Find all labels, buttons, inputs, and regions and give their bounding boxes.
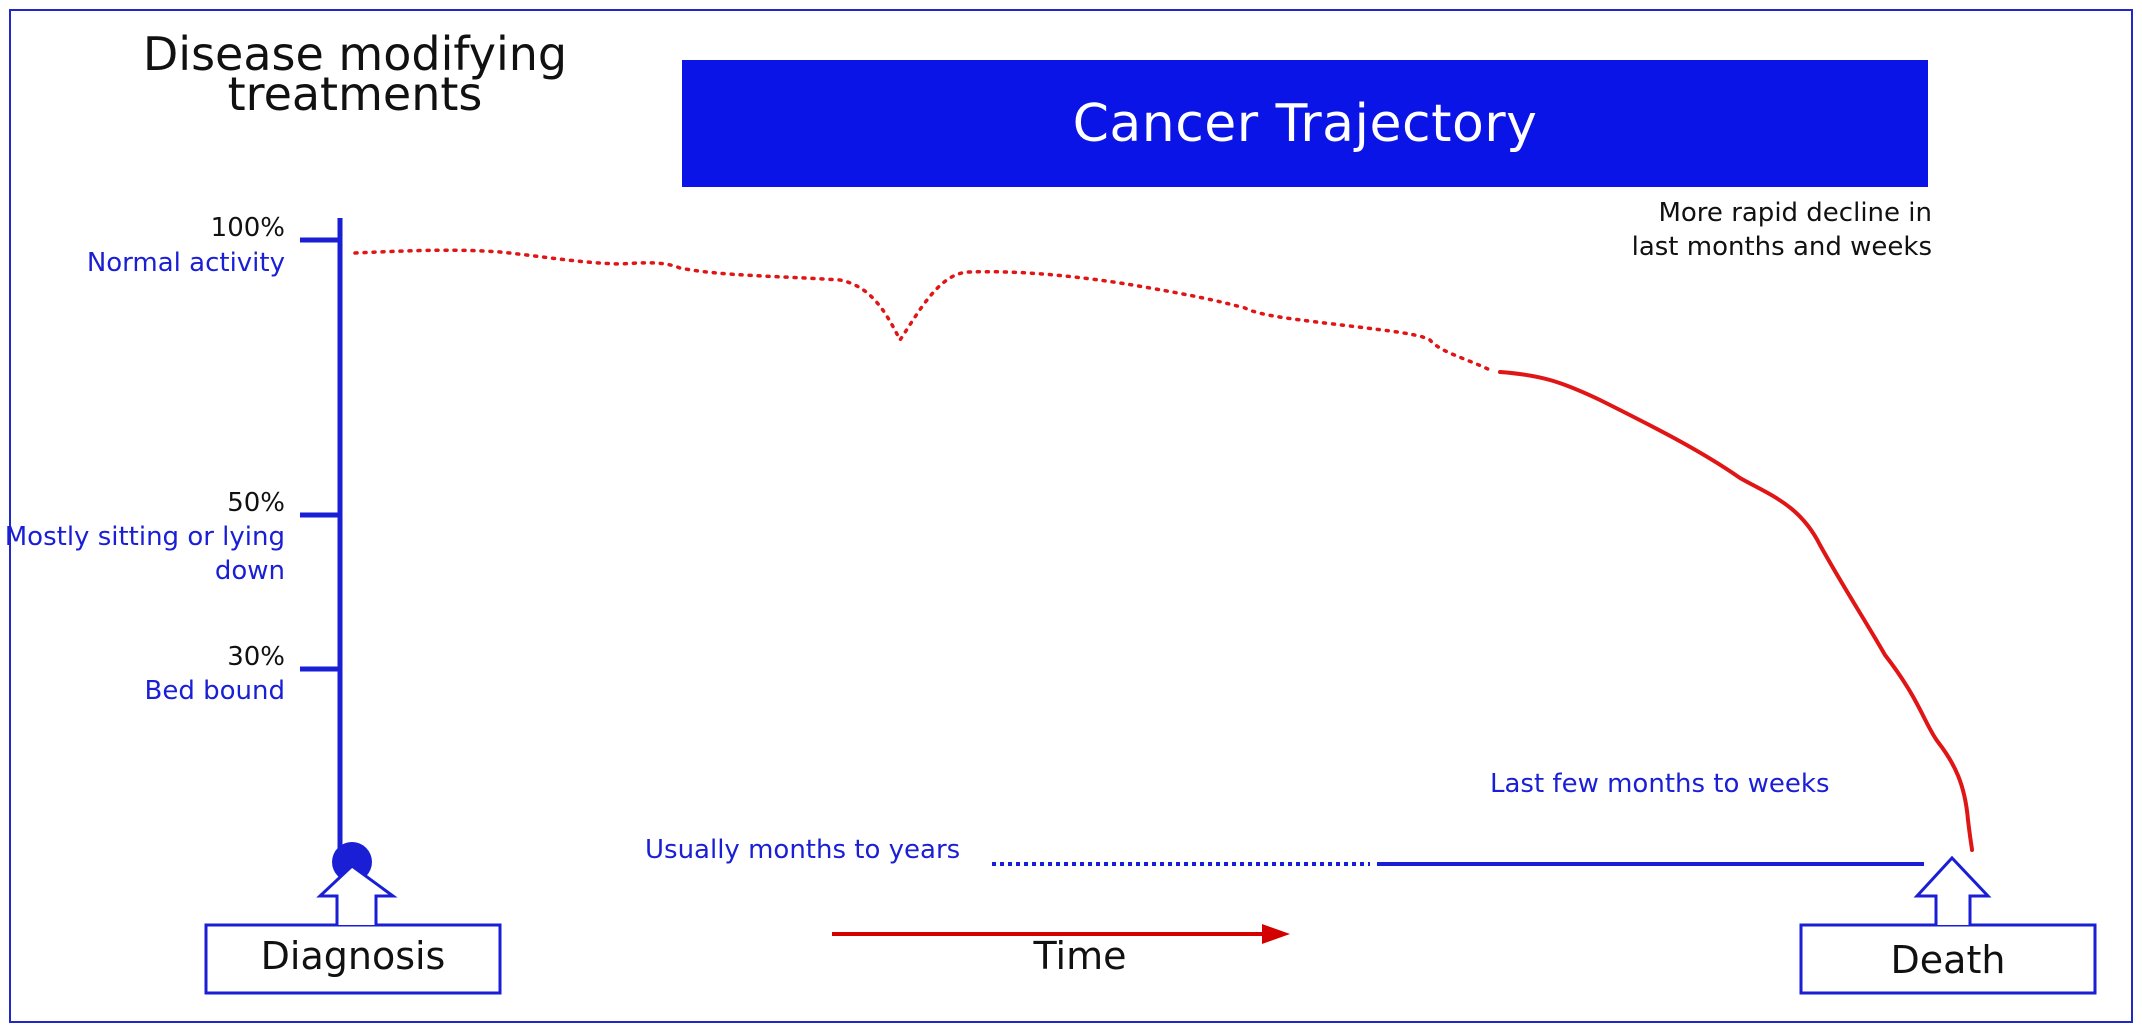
level-50-label: Mostly sitting or lying down xyxy=(4,522,285,586)
decline-note: More rapid decline in last months and we… xyxy=(1631,198,1932,262)
trajectory-dotted-segment xyxy=(353,248,1492,372)
level-100-label: Normal activity xyxy=(86,248,285,278)
diagram-frame xyxy=(9,9,2133,1023)
level-50-percent: 50% xyxy=(227,488,285,518)
level-30-label: Bed bound xyxy=(144,676,285,706)
span-long-label: Usually months to years xyxy=(645,835,961,865)
time-label: Time xyxy=(1033,934,1127,978)
death-arrow-icon xyxy=(1913,855,1992,925)
death-label: Death xyxy=(1890,938,2006,982)
level-30-percent: 30% xyxy=(227,642,285,672)
trajectory-solid-decline xyxy=(1498,370,1974,852)
level-100-percent: 100% xyxy=(210,213,285,243)
diagnosis-label: Diagnosis xyxy=(260,934,446,978)
treatments-heading: Disease modifying treatments xyxy=(140,27,570,121)
heading-line-2: treatments xyxy=(227,67,483,121)
time-arrow-head-icon xyxy=(1262,924,1290,944)
page-title: Cancer Trajectory xyxy=(1072,93,1538,154)
title-banner: Cancer Trajectory xyxy=(682,60,1928,187)
heading-line-1: Disease modifying xyxy=(142,27,568,81)
diagnosis-arrow-icon xyxy=(316,864,398,925)
span-short-label: Last few months to weeks xyxy=(1490,769,1830,799)
